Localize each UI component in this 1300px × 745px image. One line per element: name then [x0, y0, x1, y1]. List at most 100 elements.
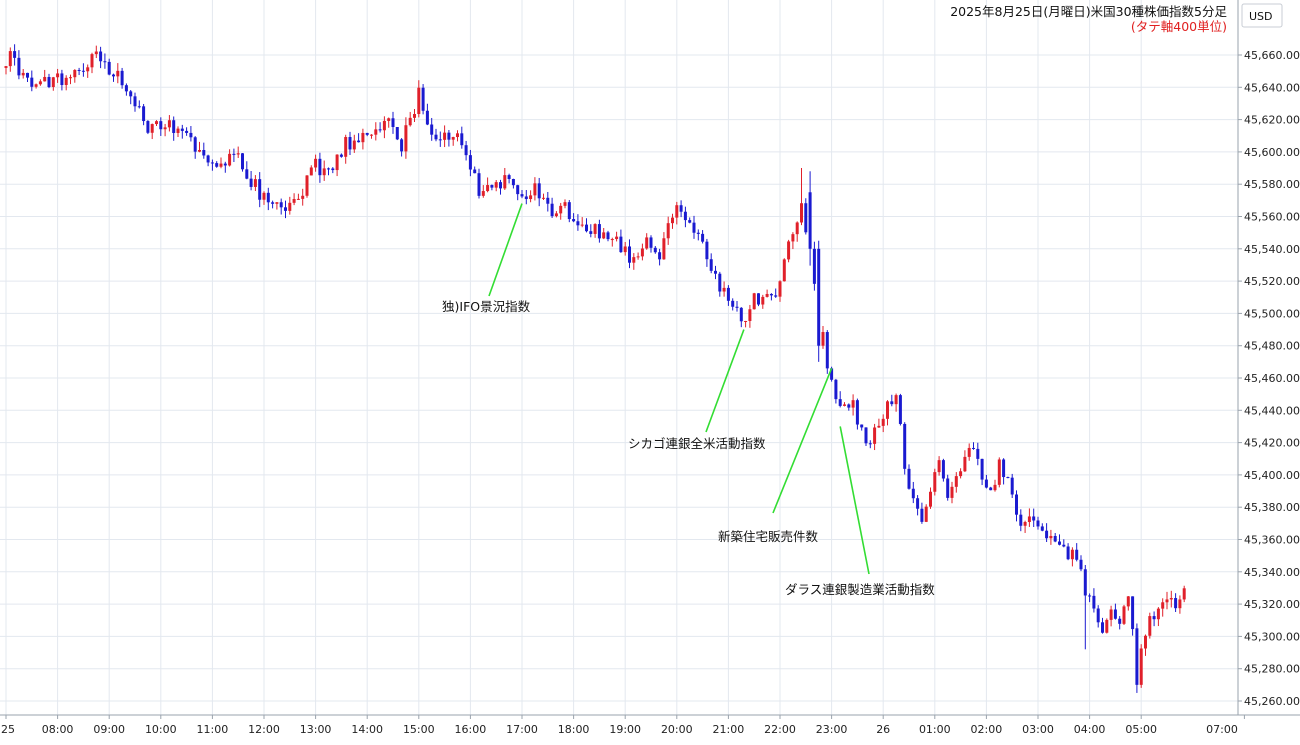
- candle-body: [628, 246, 631, 263]
- candle-body: [821, 332, 825, 346]
- y-tick-label: 45,580.00: [1244, 178, 1300, 191]
- candle-body: [124, 85, 128, 92]
- candle-body: [589, 231, 593, 234]
- candle-body: [718, 273, 722, 292]
- candle-body: [769, 293, 773, 296]
- candle-body: [155, 121, 158, 125]
- y-tick-label: 45,280.00: [1244, 663, 1300, 676]
- candle-body: [954, 476, 958, 487]
- candle-body: [1002, 459, 1006, 478]
- candle-body: [615, 236, 619, 240]
- candle-body: [731, 300, 735, 307]
- candle-body: [103, 61, 107, 63]
- candle-body: [911, 488, 915, 499]
- candle-body: [761, 296, 765, 305]
- candle-body: [146, 121, 150, 133]
- candle-body: [937, 460, 941, 473]
- candle-body: [189, 132, 193, 138]
- annotation-label: 新築住宅販売件数: [718, 529, 819, 544]
- candle-body: [279, 202, 283, 208]
- y-tick-label: 45,440.00: [1244, 404, 1300, 417]
- candle-body: [924, 506, 928, 522]
- candle-body: [692, 222, 696, 233]
- candle-body: [864, 427, 868, 444]
- candle-body: [490, 185, 494, 188]
- x-tick-label: 08:00: [42, 723, 74, 736]
- candle-body: [993, 484, 997, 491]
- candle-body: [133, 96, 137, 107]
- candle-body: [468, 155, 472, 170]
- candle-body: [1036, 520, 1040, 527]
- candle-body: [172, 120, 176, 133]
- x-tick-label: 12:00: [248, 723, 280, 736]
- candle-body: [1156, 608, 1160, 620]
- candle-body: [636, 256, 640, 258]
- candle-body: [486, 185, 490, 192]
- candle-body: [413, 114, 416, 118]
- y-tick-label: 45,600.00: [1244, 146, 1300, 159]
- currency-selector[interactable]: [1241, 3, 1283, 28]
- candle-body: [619, 236, 623, 253]
- x-tick-label: 16:00: [455, 723, 487, 736]
- y-tick-label: 45,380.00: [1244, 501, 1300, 514]
- candle-body: [662, 238, 666, 260]
- candle-body: [1027, 516, 1031, 523]
- candle-body: [447, 132, 451, 140]
- candle-body: [1015, 494, 1018, 515]
- candles: [4, 44, 1186, 693]
- candle-body: [696, 232, 700, 234]
- candle-body: [567, 202, 571, 220]
- candle-body: [602, 232, 606, 239]
- annotation-leader-line: [839, 426, 870, 575]
- candle-body: [1079, 559, 1083, 570]
- candle-body: [701, 233, 705, 242]
- candle-body: [1058, 541, 1061, 545]
- candle-body: [851, 400, 855, 408]
- candle-body: [81, 70, 85, 72]
- candle-body: [460, 133, 464, 146]
- candle-body: [959, 471, 963, 477]
- x-tick-label: 02:00: [971, 723, 1003, 736]
- x-tick-label: 17:00: [506, 723, 538, 736]
- y-tick-label: 45,660.00: [1244, 49, 1300, 62]
- x-tick-label: 09:00: [93, 723, 125, 736]
- candle-body: [997, 459, 1001, 485]
- candle-body: [946, 478, 950, 498]
- candle-body: [47, 76, 51, 88]
- candle-body: [107, 61, 111, 75]
- candle-body: [563, 202, 567, 206]
- y-tick-label: 45,320.00: [1244, 598, 1300, 611]
- candle-body: [881, 418, 885, 426]
- candle-body: [292, 199, 296, 203]
- candle-body: [1092, 595, 1096, 609]
- candle-body: [860, 424, 864, 428]
- candle-body: [206, 155, 210, 163]
- candle-body: [94, 51, 98, 55]
- candle-body: [984, 479, 988, 488]
- y-tick-label: 45,500.00: [1244, 307, 1300, 320]
- candle-body: [757, 293, 760, 305]
- candle-body: [284, 207, 287, 211]
- candle-body: [722, 287, 726, 292]
- candle-body: [64, 77, 68, 86]
- candle-body: [1096, 608, 1100, 623]
- candle-body: [232, 153, 236, 155]
- candle-body: [606, 232, 610, 240]
- candle-body: [344, 137, 348, 157]
- candle-body: [516, 185, 520, 195]
- candle-body: [180, 128, 184, 131]
- candle-body: [744, 321, 748, 323]
- candle-body: [1139, 648, 1143, 685]
- candle-body: [370, 134, 373, 136]
- candle-body: [572, 219, 576, 222]
- candle-body: [873, 427, 877, 444]
- candle-body: [236, 153, 240, 155]
- candle-body: [1178, 599, 1182, 609]
- candle-body: [1019, 514, 1023, 526]
- candle-body: [167, 120, 171, 128]
- candle-body: [735, 306, 739, 308]
- candle-body: [1109, 609, 1113, 620]
